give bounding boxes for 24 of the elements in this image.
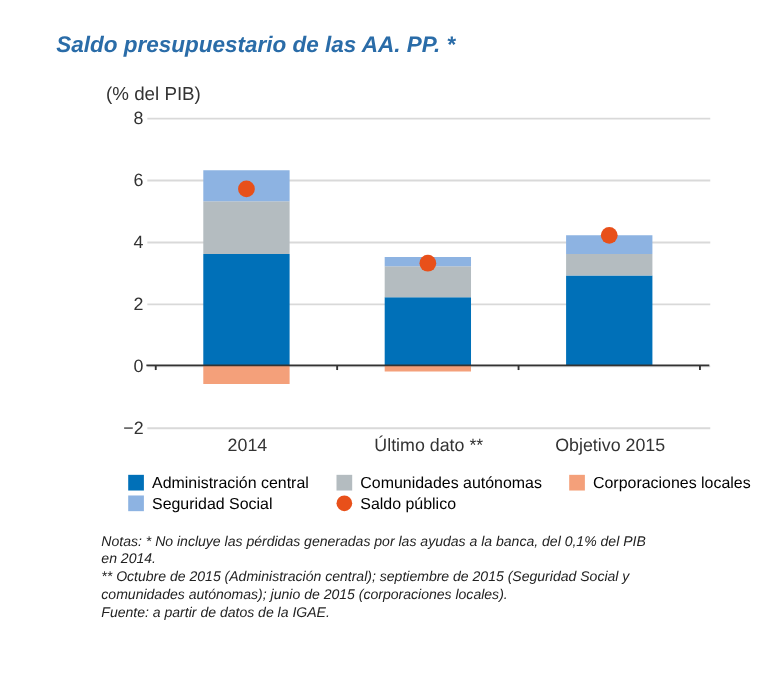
point — [419, 254, 437, 272]
y-tick-label: 0 — [133, 355, 144, 376]
chart-title: Saldo presupuestario de las AA. PP. * — [56, 34, 457, 59]
bar — [203, 170, 290, 202]
bar — [203, 365, 290, 384]
point — [600, 226, 618, 244]
x-tick-label: Último dato ** — [374, 434, 485, 455]
x-tick-label: 2014 — [227, 434, 268, 455]
point — [238, 180, 255, 198]
bar — [566, 235, 653, 254]
x-tick-label: Objetivo 2015 — [555, 434, 666, 455]
y-tick-label: 4 — [133, 232, 144, 253]
bar — [384, 365, 472, 372]
bar — [203, 253, 290, 366]
bar — [566, 275, 653, 366]
bar — [384, 266, 472, 298]
y-axis-title: (% del PIB) — [106, 83, 201, 104]
bar — [384, 297, 472, 366]
y-tick-label: −2 — [123, 417, 144, 438]
bar — [566, 253, 653, 276]
y-tick-label: 6 — [133, 170, 144, 191]
y-tick-label: 8 — [133, 108, 144, 129]
bar — [203, 201, 290, 254]
y-tick-label: 2 — [133, 294, 144, 315]
